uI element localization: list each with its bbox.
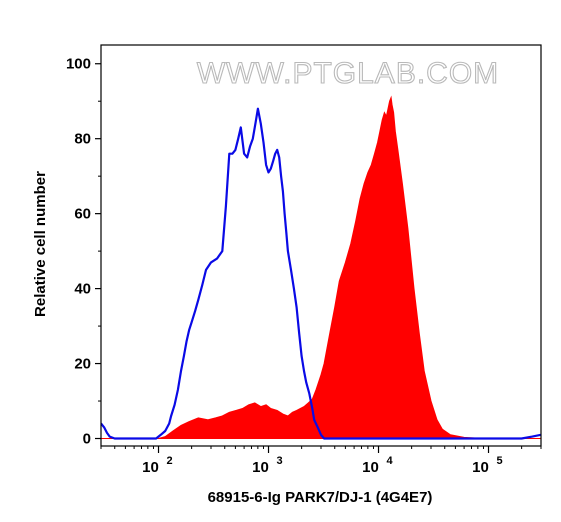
x-tick-exponent-100000: 5 (497, 455, 503, 467)
x-tick-label-1000: 10 (252, 459, 269, 476)
y-tick-label-20: 20 (74, 356, 91, 373)
y-tick-label-40: 40 (74, 281, 91, 298)
x-tick-label-10000: 10 (362, 459, 379, 476)
x-tick-exponent-100: 2 (167, 455, 173, 467)
y-tick-label-100: 100 (66, 56, 91, 73)
y-tick-label-80: 80 (74, 131, 91, 148)
x-axis-title: 68915-6-Ig PARK7/DJ-1 (4G4E7) (208, 489, 433, 506)
y-tick-label-0: 0 (83, 431, 91, 448)
series-0-filled-histogram (101, 95, 541, 439)
watermark-text: WWW.PTGLAB.COM (197, 57, 499, 90)
x-tick-label-100: 10 (142, 459, 159, 476)
x-tick-exponent-10000: 4 (387, 455, 394, 467)
axes: 0 20 40 60 80 100 10 2 10 3 10 4 10 5 (66, 56, 542, 476)
y-tick-label-60: 60 (74, 206, 91, 223)
series-1-outline-histogram (101, 107, 541, 440)
y-axis-title: Relative cell number (32, 171, 49, 317)
x-tick-label-100000: 10 (472, 459, 489, 476)
x-tick-exponent-1000: 3 (277, 455, 283, 467)
